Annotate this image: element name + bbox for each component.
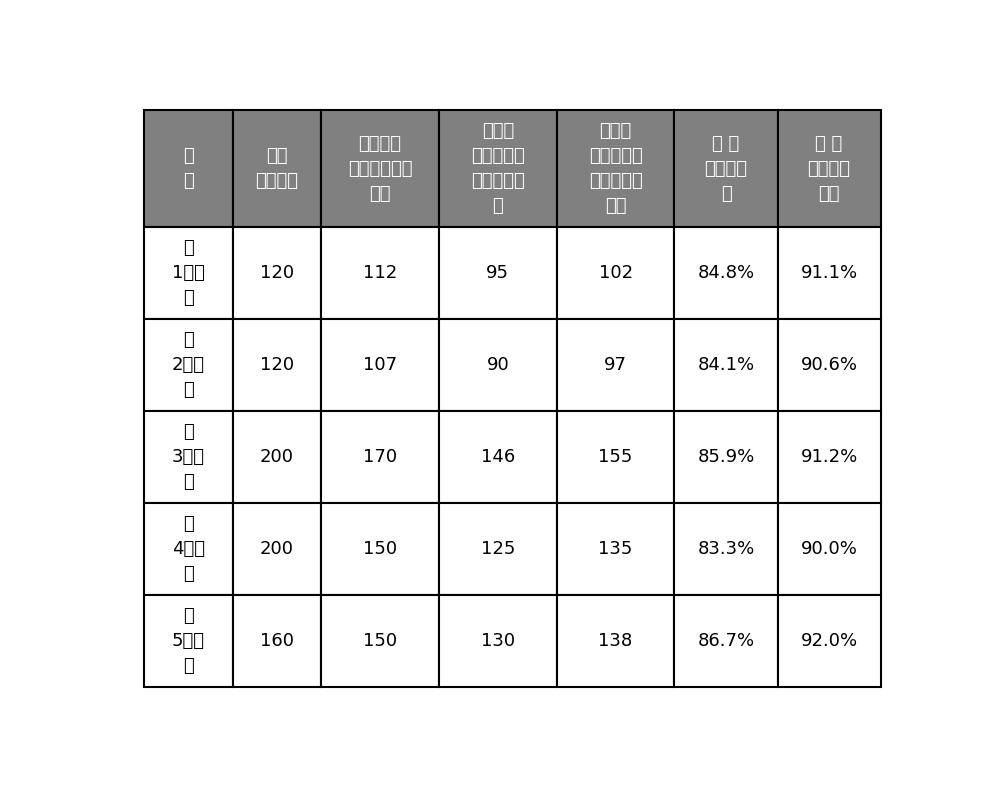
Bar — [674, 411, 778, 503]
Text: 200: 200 — [260, 540, 294, 558]
Text: 第
1次试
验: 第 1次试 验 — [172, 239, 205, 307]
Text: 86.7%: 86.7% — [697, 632, 755, 650]
Text: 单指标
表明心肌缺
血个体的数
量: 单指标 表明心肌缺 血个体的数 量 — [471, 122, 525, 215]
Text: 91.2%: 91.2% — [800, 448, 858, 466]
Text: 确定为心
肌缺血个体的
数量: 确定为心 肌缺血个体的 数量 — [348, 135, 412, 203]
Bar — [439, 411, 557, 503]
Bar — [674, 110, 778, 227]
Bar — [557, 227, 674, 320]
Text: 120: 120 — [260, 356, 294, 374]
Text: 第
2次试
验: 第 2次试 验 — [172, 331, 205, 399]
Text: 编
号: 编 号 — [183, 147, 194, 190]
Bar — [321, 320, 439, 411]
Text: 107: 107 — [363, 356, 397, 374]
Text: 102: 102 — [599, 264, 633, 282]
Bar — [674, 227, 778, 320]
Bar — [439, 595, 557, 687]
Text: 150: 150 — [363, 540, 397, 558]
Bar — [778, 411, 881, 503]
Bar — [321, 227, 439, 320]
Bar — [233, 227, 321, 320]
Bar — [233, 110, 321, 227]
Text: 84.8%: 84.8% — [697, 264, 755, 282]
Bar — [674, 320, 778, 411]
Bar — [439, 320, 557, 411]
Bar — [778, 110, 881, 227]
Bar — [233, 411, 321, 503]
Bar — [144, 595, 233, 687]
Bar — [557, 110, 674, 227]
Bar — [439, 227, 557, 320]
Bar — [557, 503, 674, 595]
Text: 90.0%: 90.0% — [801, 540, 858, 558]
Bar — [144, 110, 233, 227]
Bar — [233, 595, 321, 687]
Text: 130: 130 — [481, 632, 515, 650]
Bar — [321, 110, 439, 227]
Text: 第
3次试
验: 第 3次试 验 — [172, 423, 205, 491]
Bar — [144, 503, 233, 595]
Bar — [778, 503, 881, 595]
Text: 160: 160 — [260, 632, 294, 650]
Bar — [674, 503, 778, 595]
Text: 155: 155 — [598, 448, 633, 466]
Text: 加 权
重指标准
确率: 加 权 重指标准 确率 — [808, 135, 851, 203]
Text: 单 个
指标准确
率: 单 个 指标准确 率 — [705, 135, 748, 203]
Text: 170: 170 — [363, 448, 397, 466]
Text: 120: 120 — [260, 264, 294, 282]
Text: 146: 146 — [481, 448, 515, 466]
Text: 第
4次试
验: 第 4次试 验 — [172, 515, 205, 583]
Text: 90.6%: 90.6% — [801, 356, 858, 374]
Text: 第
5次试
验: 第 5次试 验 — [172, 607, 205, 675]
Bar — [557, 411, 674, 503]
Text: 92.0%: 92.0% — [801, 632, 858, 650]
Text: 112: 112 — [363, 264, 397, 282]
Bar — [321, 503, 439, 595]
Bar — [233, 503, 321, 595]
Text: 135: 135 — [598, 540, 633, 558]
Text: 138: 138 — [598, 632, 633, 650]
Text: 95: 95 — [486, 264, 509, 282]
Bar — [557, 320, 674, 411]
Bar — [233, 320, 321, 411]
Text: 83.3%: 83.3% — [697, 540, 755, 558]
Bar — [439, 110, 557, 227]
Text: 90: 90 — [486, 356, 509, 374]
Bar — [321, 411, 439, 503]
Bar — [778, 320, 881, 411]
Bar — [557, 595, 674, 687]
Bar — [674, 595, 778, 687]
Text: 97: 97 — [604, 356, 627, 374]
Text: 200: 200 — [260, 448, 294, 466]
Text: 加权重
指标表明心
肌缺血个体
数量: 加权重 指标表明心 肌缺血个体 数量 — [589, 122, 642, 215]
Bar — [778, 227, 881, 320]
Bar — [778, 595, 881, 687]
Bar — [439, 503, 557, 595]
Text: 125: 125 — [481, 540, 515, 558]
Text: 待查
个体数量: 待查 个体数量 — [255, 147, 298, 190]
Text: 91.1%: 91.1% — [801, 264, 858, 282]
Text: 150: 150 — [363, 632, 397, 650]
Bar — [144, 411, 233, 503]
Bar — [144, 227, 233, 320]
Bar — [321, 595, 439, 687]
Text: 85.9%: 85.9% — [697, 448, 755, 466]
Text: 84.1%: 84.1% — [697, 356, 755, 374]
Bar — [144, 320, 233, 411]
